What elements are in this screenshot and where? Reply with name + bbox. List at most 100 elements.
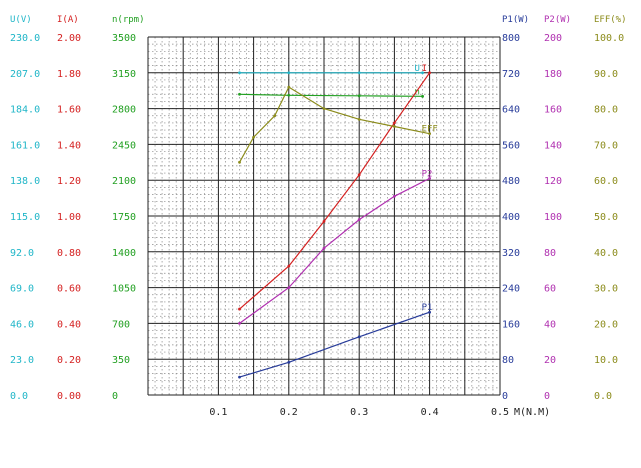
series-point-n [357,94,361,98]
tick-p1: 240 [502,284,520,295]
tick-eff: 50.0 [594,212,618,223]
series-point-eff [357,117,361,121]
tick-eff: 70.0 [594,140,618,151]
tick-n: 2800 [112,105,136,116]
axis-header-eff: EFF(%) [594,15,627,25]
tick-i: 1.00 [57,212,81,223]
series-point-p1 [287,360,291,364]
tick-i: 0.40 [57,319,81,330]
series-point-eff [273,114,277,118]
tick-p2: 80 [544,248,556,259]
tick-i: 0.60 [57,284,81,295]
series-point-p2 [238,322,241,325]
tick-u: 115.0 [10,212,40,223]
tick-eff: 10.0 [594,355,618,366]
series-label-u: U [415,64,420,74]
tick-u: 92.0 [10,248,34,259]
x-tick-label: 0.3 [350,407,368,418]
axis-header-p2: P2(W) [544,15,571,25]
series-line-p2 [239,177,430,324]
tick-p1: 0 [502,391,508,402]
tick-n: 1400 [112,248,136,259]
series-point-eff [252,135,256,139]
tick-u: 0.0 [10,391,28,402]
tick-i: 2.00 [57,33,81,44]
x-tick-label: 0.4 [421,407,439,418]
series-label-eff: EFF [422,125,438,135]
tick-n: 700 [112,319,130,330]
tick-p2: 0 [544,391,550,402]
series-point-p1 [357,335,361,339]
tick-p2: 200 [544,33,562,44]
tick-u: 69.0 [10,284,34,295]
series-label-p1: P1 [422,303,433,313]
tick-i: 0.80 [57,248,81,259]
axis-header-n: n(rpm) [112,15,145,25]
tick-n: 1750 [112,212,136,223]
tick-p1: 160 [502,319,520,330]
series-point-u [357,71,361,75]
series-point-p2 [393,194,396,198]
series-point-i [287,264,291,268]
series-line-p1 [239,311,430,378]
series-point-p2 [322,246,326,250]
series-point-n [287,93,291,97]
series-line-eff [238,86,430,163]
series-point-i [238,307,241,311]
series-point-p1 [238,375,241,379]
tick-p2: 140 [544,140,562,151]
tick-p2: 120 [544,176,562,187]
tick-p1: 320 [502,248,520,259]
series-point-i [322,219,326,223]
tick-p1: 400 [502,212,520,223]
tick-eff: 60.0 [594,176,618,187]
series-label-i: I [422,64,427,74]
tick-u: 161.0 [10,140,40,151]
series-point-eff [238,160,241,164]
series-point-i [428,71,431,75]
series-point-eff [287,85,291,89]
tick-p2: 20 [544,355,556,366]
grid [147,36,501,396]
tick-n: 3150 [112,69,136,80]
series-point-n [421,94,424,98]
tick-i: 0.20 [57,355,81,366]
tick-eff: 90.0 [594,69,618,80]
tick-p2: 60 [544,284,556,295]
tick-u: 230.0 [10,33,40,44]
tick-p2: 100 [544,212,562,223]
tick-n: 2100 [112,176,136,187]
series-point-n [238,92,241,96]
tick-i: 1.60 [57,105,81,116]
x-tick-label: 0.5 [491,407,509,418]
tick-u: 23.0 [10,355,34,366]
tick-i: 1.20 [57,176,81,187]
tick-eff: 100.0 [594,33,624,44]
series-point-eff [393,125,396,128]
tick-eff: 0.0 [594,391,612,402]
x-tick-label: 0.1 [209,407,227,418]
axis-header-i: I(A) [57,15,79,25]
tick-p1: 80 [502,355,514,366]
tick-eff: 40.0 [594,248,618,259]
series-point-eff [322,107,326,110]
tick-p1: 800 [502,33,520,44]
series-point-u [421,71,424,75]
tick-p1: 640 [502,105,520,116]
tick-u: 138.0 [10,176,40,187]
x-axis-label: M(N.M) [514,407,550,418]
tick-p1: 480 [502,176,520,187]
tick-eff: 30.0 [594,284,618,295]
series-point-i [393,121,396,125]
series-layer: Un I P2 P1 EFF [238,64,438,379]
series-point-p1 [428,310,431,314]
series-line-n [239,93,423,97]
tick-p2: 180 [544,69,562,80]
tick-eff: 80.0 [594,105,618,116]
tick-p1: 720 [502,69,520,80]
series-label-p2: P2 [422,169,433,179]
tick-n: 2450 [112,140,136,151]
axis-header-u: U(V) [10,15,32,25]
axes-layer: U(V) 0.0 23.0 46.0 69.0 92.0 115.0 138.0 161.0 18… [10,15,627,418]
